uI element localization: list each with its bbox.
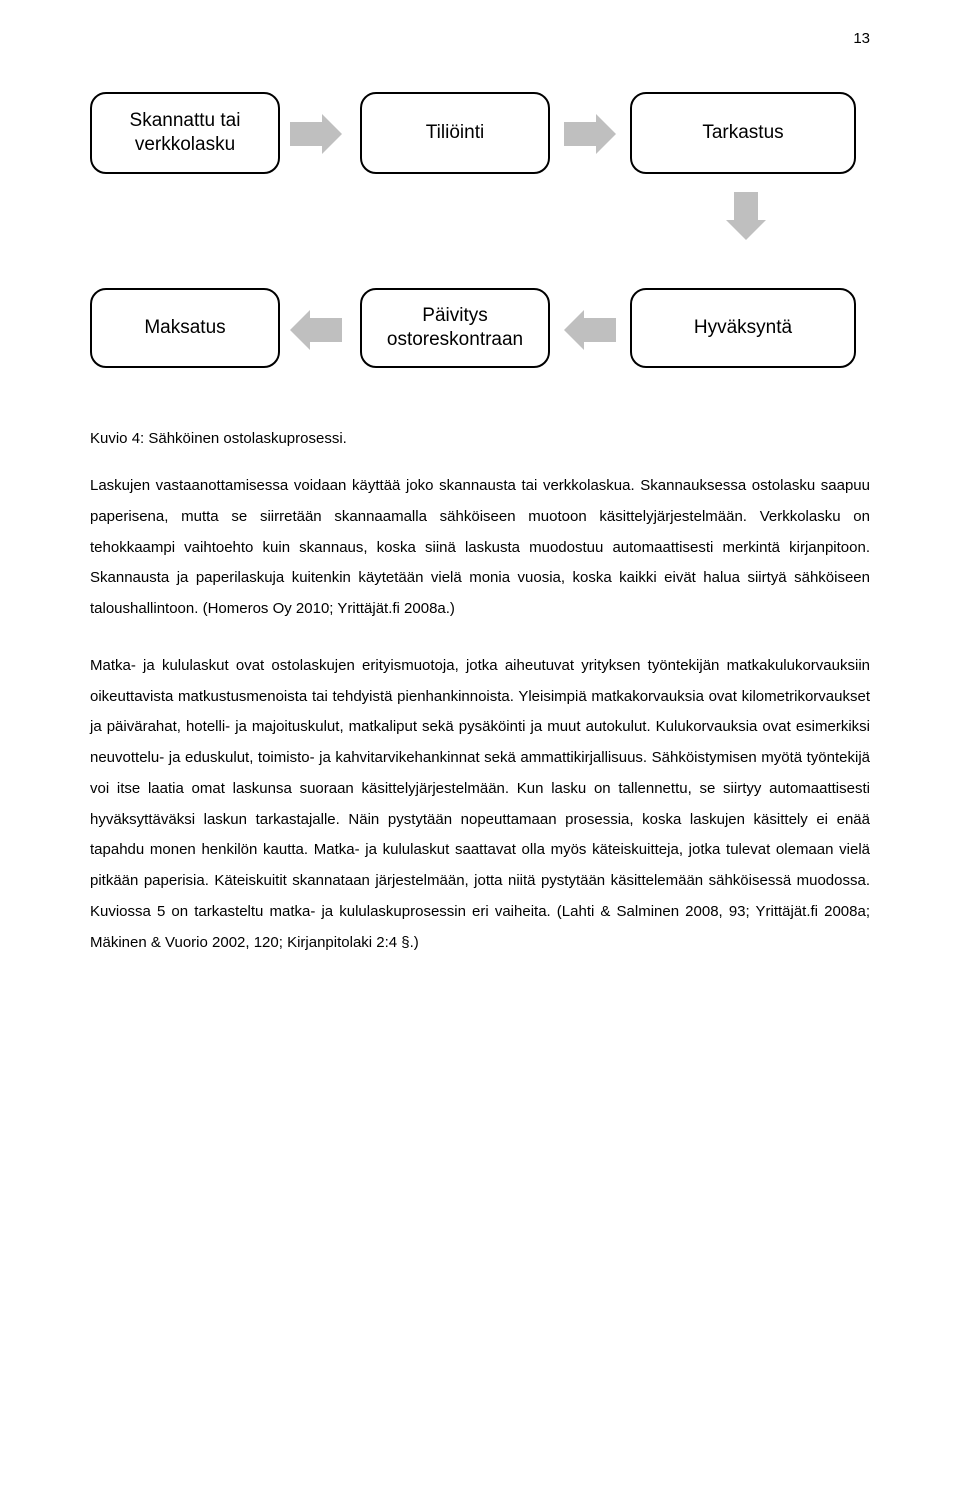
flow-node: Maksatus	[90, 288, 280, 368]
flow-node: Skannattu taiverkkolasku	[90, 92, 280, 174]
figure-caption: Kuvio 4: Sähköinen ostolaskuprosessi.	[90, 430, 870, 447]
flow-diagram: Skannattu taiverkkolasku Tiliöinti Tarkast…	[90, 80, 870, 400]
paragraph-2: Matka- ja kululaskut ovat ostolaskujen e…	[90, 651, 870, 959]
flow-arrow	[726, 192, 766, 240]
flow-arrow	[290, 114, 342, 154]
paragraph-1: Laskujen vastaanottamisessa voidaan käyt…	[90, 471, 870, 625]
page-number: 13	[853, 30, 870, 47]
flow-node: Päivitysostoreskontraan	[360, 288, 550, 368]
flow-node: Tiliöinti	[360, 92, 550, 174]
flow-arrow	[564, 310, 616, 350]
flow-node: Hyväksyntä	[630, 288, 856, 368]
flow-arrow	[290, 310, 342, 350]
flow-arrow	[564, 114, 616, 154]
flow-node: Tarkastus	[630, 92, 856, 174]
